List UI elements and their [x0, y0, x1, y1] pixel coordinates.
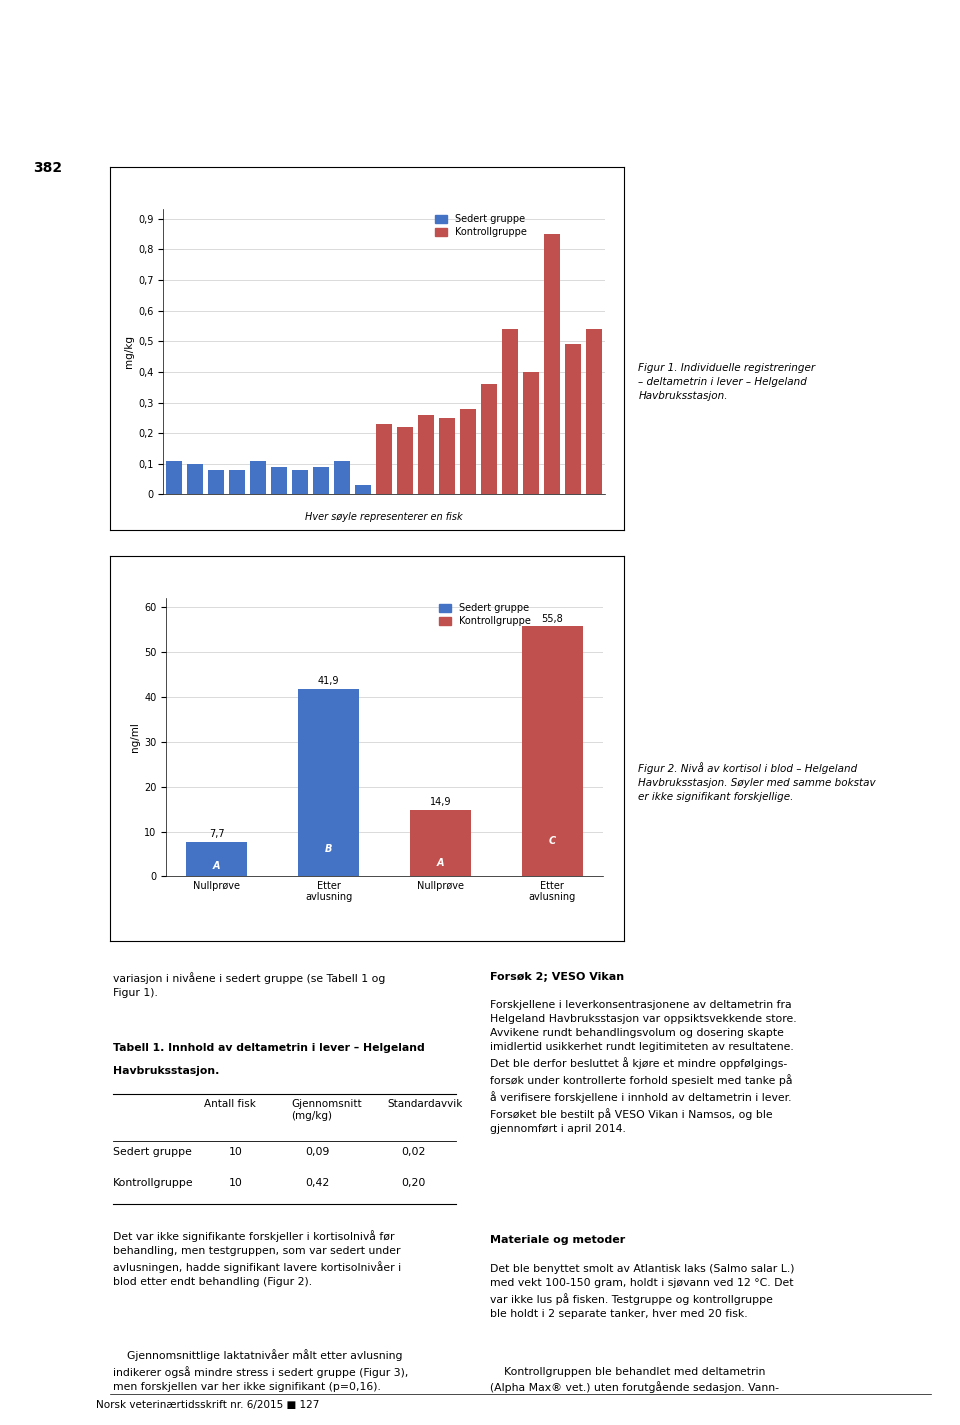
- Text: Forskjellene i leverkonsentrasjonene av deltametrin fra
Helgeland Havbruksstasjo: Forskjellene i leverkonsentrasjonene av …: [490, 1000, 796, 1134]
- Bar: [544, 234, 560, 494]
- Text: Figur 1. Individuelle registreringer
– deltametrin i lever – Helgeland
Havbrukss: Figur 1. Individuelle registreringer – d…: [638, 363, 816, 402]
- Bar: [419, 415, 434, 494]
- Y-axis label: mg/kg: mg/kg: [124, 335, 133, 369]
- Text: Fagartikkel: Fagartikkel: [9, 276, 21, 351]
- Text: A: A: [437, 858, 444, 868]
- Text: Gjennomsnittlige laktatnivåer målt etter avlusning
indikerer også mindre stress : Gjennomsnittlige laktatnivåer målt etter…: [113, 1349, 409, 1392]
- Text: 7,7: 7,7: [209, 829, 225, 839]
- Text: Standardavvik: Standardavvik: [387, 1099, 463, 1109]
- Bar: [523, 372, 540, 494]
- Text: Figur 2. Nivå av kortisol i blod – Helgeland
Havbruksstasjon. Søyler med samme b: Figur 2. Nivå av kortisol i blod – Helge…: [638, 762, 876, 802]
- Text: Gjennomsnitt
(mg/kg): Gjennomsnitt (mg/kg): [291, 1099, 362, 1121]
- Text: B: B: [324, 844, 332, 854]
- Text: Norsk veterinærtidsskrift nr. 6/2015 ■ 127: Norsk veterinærtidsskrift nr. 6/2015 ■ 1…: [96, 1399, 320, 1411]
- Text: A: A: [213, 861, 221, 871]
- Text: Det ble benyttet smolt av Atlantisk laks (Salmo salar L.)
med vekt 100-150 gram,: Det ble benyttet smolt av Atlantisk laks…: [490, 1264, 794, 1318]
- Text: Forsøk 2; VESO Vikan: Forsøk 2; VESO Vikan: [490, 972, 624, 982]
- Bar: [376, 425, 392, 494]
- Text: 0,09: 0,09: [305, 1147, 329, 1157]
- Text: 10: 10: [228, 1147, 242, 1157]
- Text: Materiale og metoder: Materiale og metoder: [490, 1235, 625, 1245]
- Legend: Sedert gruppe, Kontrollgruppe: Sedert gruppe, Kontrollgruppe: [436, 214, 527, 237]
- Bar: [187, 463, 203, 494]
- Bar: [481, 385, 497, 494]
- Text: C: C: [549, 836, 556, 846]
- Bar: [355, 486, 371, 494]
- Bar: [250, 460, 266, 494]
- Y-axis label: ng/ml: ng/ml: [130, 722, 140, 752]
- Text: 382: 382: [34, 161, 62, 175]
- Text: Hver søyle representerer en fisk: Hver søyle representerer en fisk: [305, 512, 463, 522]
- Bar: [460, 409, 476, 494]
- Bar: [208, 470, 224, 494]
- Bar: [228, 470, 245, 494]
- Bar: [502, 329, 518, 494]
- Text: 55,8: 55,8: [541, 614, 564, 624]
- Legend: Sedert gruppe, Kontrollgruppe: Sedert gruppe, Kontrollgruppe: [440, 603, 531, 626]
- Text: 10: 10: [228, 1178, 242, 1188]
- Bar: [166, 460, 181, 494]
- Text: Det var ikke signifikante forskjeller i kortisolnivå før
behandling, men testgru: Det var ikke signifikante forskjeller i …: [113, 1230, 401, 1287]
- Bar: [298, 688, 359, 876]
- Text: 0,20: 0,20: [401, 1178, 425, 1188]
- Text: 0,02: 0,02: [401, 1147, 425, 1157]
- Text: Kontrollgruppen ble behandlet med deltametrin
(Alpha Max® vet.) uten forutgående: Kontrollgruppen ble behandlet med deltam…: [490, 1367, 779, 1394]
- Bar: [313, 467, 328, 494]
- Text: 14,9: 14,9: [430, 797, 451, 807]
- Bar: [186, 842, 248, 876]
- Text: Sedert gruppe: Sedert gruppe: [113, 1147, 192, 1157]
- Text: variasjon i nivåene i sedert gruppe (se Tabell 1 og
Figur 1).: variasjon i nivåene i sedert gruppe (se …: [113, 972, 386, 997]
- Bar: [397, 428, 413, 494]
- Text: 0,42: 0,42: [305, 1178, 329, 1188]
- Bar: [271, 467, 287, 494]
- Bar: [565, 345, 581, 494]
- Text: Tabell 1. Innhold av deltametrin i lever – Helgeland: Tabell 1. Innhold av deltametrin i lever…: [113, 1043, 425, 1053]
- Bar: [334, 460, 349, 494]
- Text: 41,9: 41,9: [318, 675, 339, 685]
- Text: Kontrollgruppe: Kontrollgruppe: [113, 1178, 194, 1188]
- Text: Antall fisk: Antall fisk: [204, 1099, 256, 1109]
- Text: Havbruksstasjon.: Havbruksstasjon.: [113, 1066, 220, 1076]
- Bar: [410, 809, 471, 876]
- Bar: [292, 470, 308, 494]
- Bar: [587, 329, 602, 494]
- Bar: [439, 418, 455, 494]
- Bar: [521, 627, 583, 876]
